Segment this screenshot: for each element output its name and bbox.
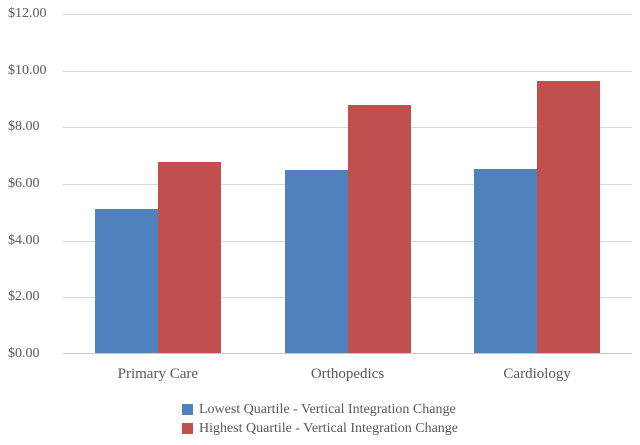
bar-orthopedics-series-0 <box>284 170 348 353</box>
y-tick-label: $10.00 <box>8 62 47 78</box>
y-tick-label: $2.00 <box>8 289 40 305</box>
bar-cardiology-series-1 <box>537 81 601 353</box>
y-tick-label: $6.00 <box>8 176 40 191</box>
legend-swatch-icon <box>181 423 193 434</box>
x-category-label: Orthopedics <box>310 366 385 382</box>
y-tick-label: $4.00 <box>8 232 40 248</box>
legend-label: Lowest Quartile - Vertical Integration C… <box>198 401 456 417</box>
legend-entry-1: Highest Quartile - Vertical Integration … <box>181 419 459 438</box>
bar-primary-care-series-1 <box>157 162 221 353</box>
y-tick-label: $12.00 <box>8 6 47 21</box>
legend-entry-0: Lowest Quartile - Vertical Integration C… <box>181 400 458 419</box>
gridline-12 <box>63 14 632 15</box>
gridline-10 <box>63 70 632 72</box>
legend-box: Lowest Quartile - Vertical Integration C… <box>181 400 459 438</box>
plot-area <box>63 14 632 354</box>
x-category-label: Cardiology <box>503 366 571 382</box>
legend-label: Highest Quartile - Vertical Integration … <box>198 420 459 436</box>
bar-cardiology-series-0 <box>474 169 538 353</box>
legend: Lowest Quartile - Vertical Integration C… <box>0 400 640 439</box>
bar-primary-care-series-0 <box>94 209 158 353</box>
y-tick-label: $0.00 <box>8 346 40 361</box>
legend-swatch-icon <box>181 404 193 415</box>
x-category-label: Primary Care <box>117 366 199 382</box>
bar-orthopedics-series-1 <box>347 105 411 353</box>
y-tick-label: $8.00 <box>8 119 40 135</box>
